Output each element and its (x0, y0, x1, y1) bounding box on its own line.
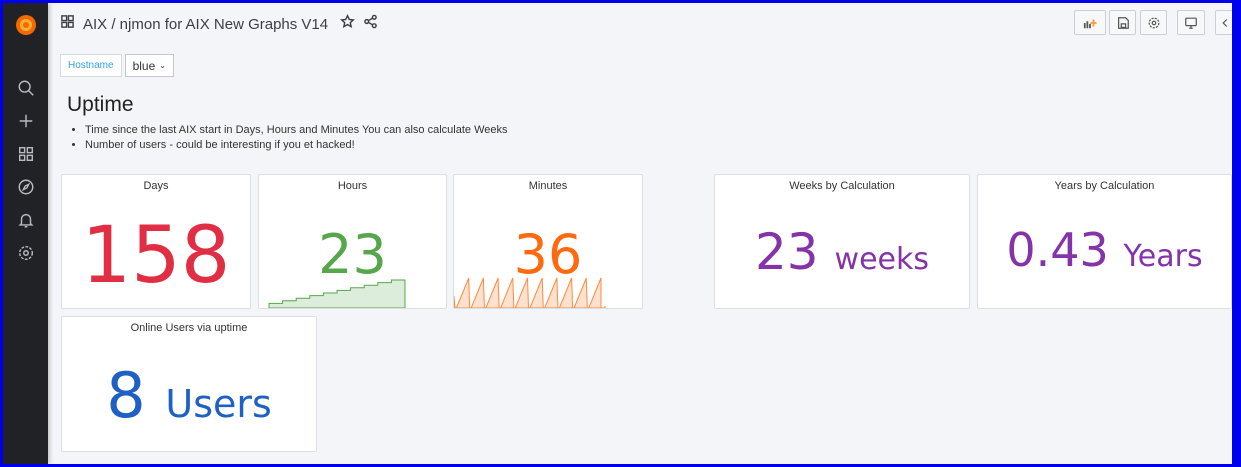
bullet-item: Number of users - could be interesting i… (85, 138, 508, 153)
chevron-down-icon: ⌄ (159, 61, 166, 70)
value-unit: Users (165, 382, 272, 426)
sparkline-area (268, 279, 406, 308)
value-number: 8 (106, 359, 146, 432)
compass-icon[interactable] (16, 177, 36, 197)
dashboard: AIX / njmon for AIX New Graphs V14 Hostn… (3, 3, 1232, 464)
text-panel-title: Uptime (67, 93, 134, 116)
panel-title: Days (143, 180, 169, 192)
add-panel-button[interactable] (1074, 10, 1106, 35)
stat-value: 23 (318, 223, 387, 286)
collapse-button[interactable] (1215, 10, 1232, 35)
days-panel[interactable]: Days 158 (61, 174, 251, 309)
star-icon[interactable] (340, 14, 356, 34)
gear-icon[interactable] (16, 243, 36, 263)
grafana-logo-icon[interactable] (14, 13, 38, 37)
hostname-label: Hostname (60, 54, 122, 77)
stat-value: 23 weeks (715, 223, 969, 281)
minutes-sparkline (454, 277, 606, 308)
hostname-select[interactable]: blue ⌄ (124, 54, 174, 77)
bullet-item: Time since the last AIX start in Days, H… (85, 123, 508, 138)
value-number: 0.43 (1006, 223, 1109, 277)
panel-title: Minutes (528, 180, 568, 192)
hours-sparkline (268, 279, 406, 308)
plus-icon[interactable] (16, 111, 36, 131)
years-panel[interactable]: Years by Calculation 0.43 Years (977, 174, 1232, 309)
variables-bar: Hostname blue ⌄ (60, 54, 174, 77)
panel-title: Hours (337, 180, 368, 192)
dashboard-title[interactable]: AIX / njmon for AIX New Graphs V14 (83, 15, 329, 33)
uptime-text-panel: Uptime Time since the last AIX start in … (67, 93, 508, 153)
users-panel[interactable]: Online Users via uptime 8 Users (61, 316, 317, 452)
dashboard-header: AIX / njmon for AIX New Graphs V14 (60, 13, 378, 35)
stat-value: 0.43 Years (978, 223, 1231, 277)
value-unit: Years (1123, 239, 1203, 274)
hostname-value: blue (132, 58, 156, 73)
search-icon[interactable] (16, 78, 36, 98)
dashboard-grid-icon (60, 14, 75, 34)
stat-value: 158 (81, 211, 231, 301)
minutes-panel[interactable]: Minutes 36 (453, 174, 643, 309)
panel-title: Weeks by Calculation (789, 180, 895, 192)
value-number: 23 (755, 223, 819, 281)
share-icon[interactable] (363, 14, 378, 34)
bell-icon[interactable] (16, 210, 36, 230)
sparkline-area (454, 277, 606, 308)
weeks-panel[interactable]: Weeks by Calculation 23 weeks (714, 174, 970, 309)
tv-mode-button[interactable] (1177, 10, 1205, 35)
value-unit: weeks (834, 242, 929, 277)
dashboards-icon[interactable] (16, 144, 36, 164)
panel-title: Years by Calculation (1054, 180, 1155, 192)
hours-panel[interactable]: Hours 23 (258, 174, 447, 309)
panel-title: Online Users via uptime (130, 322, 248, 334)
stat-value: 8 Users (62, 359, 316, 432)
settings-button[interactable] (1140, 10, 1167, 35)
sidebar (3, 3, 48, 464)
stat-value: 36 (513, 223, 583, 286)
save-button[interactable] (1109, 10, 1136, 35)
